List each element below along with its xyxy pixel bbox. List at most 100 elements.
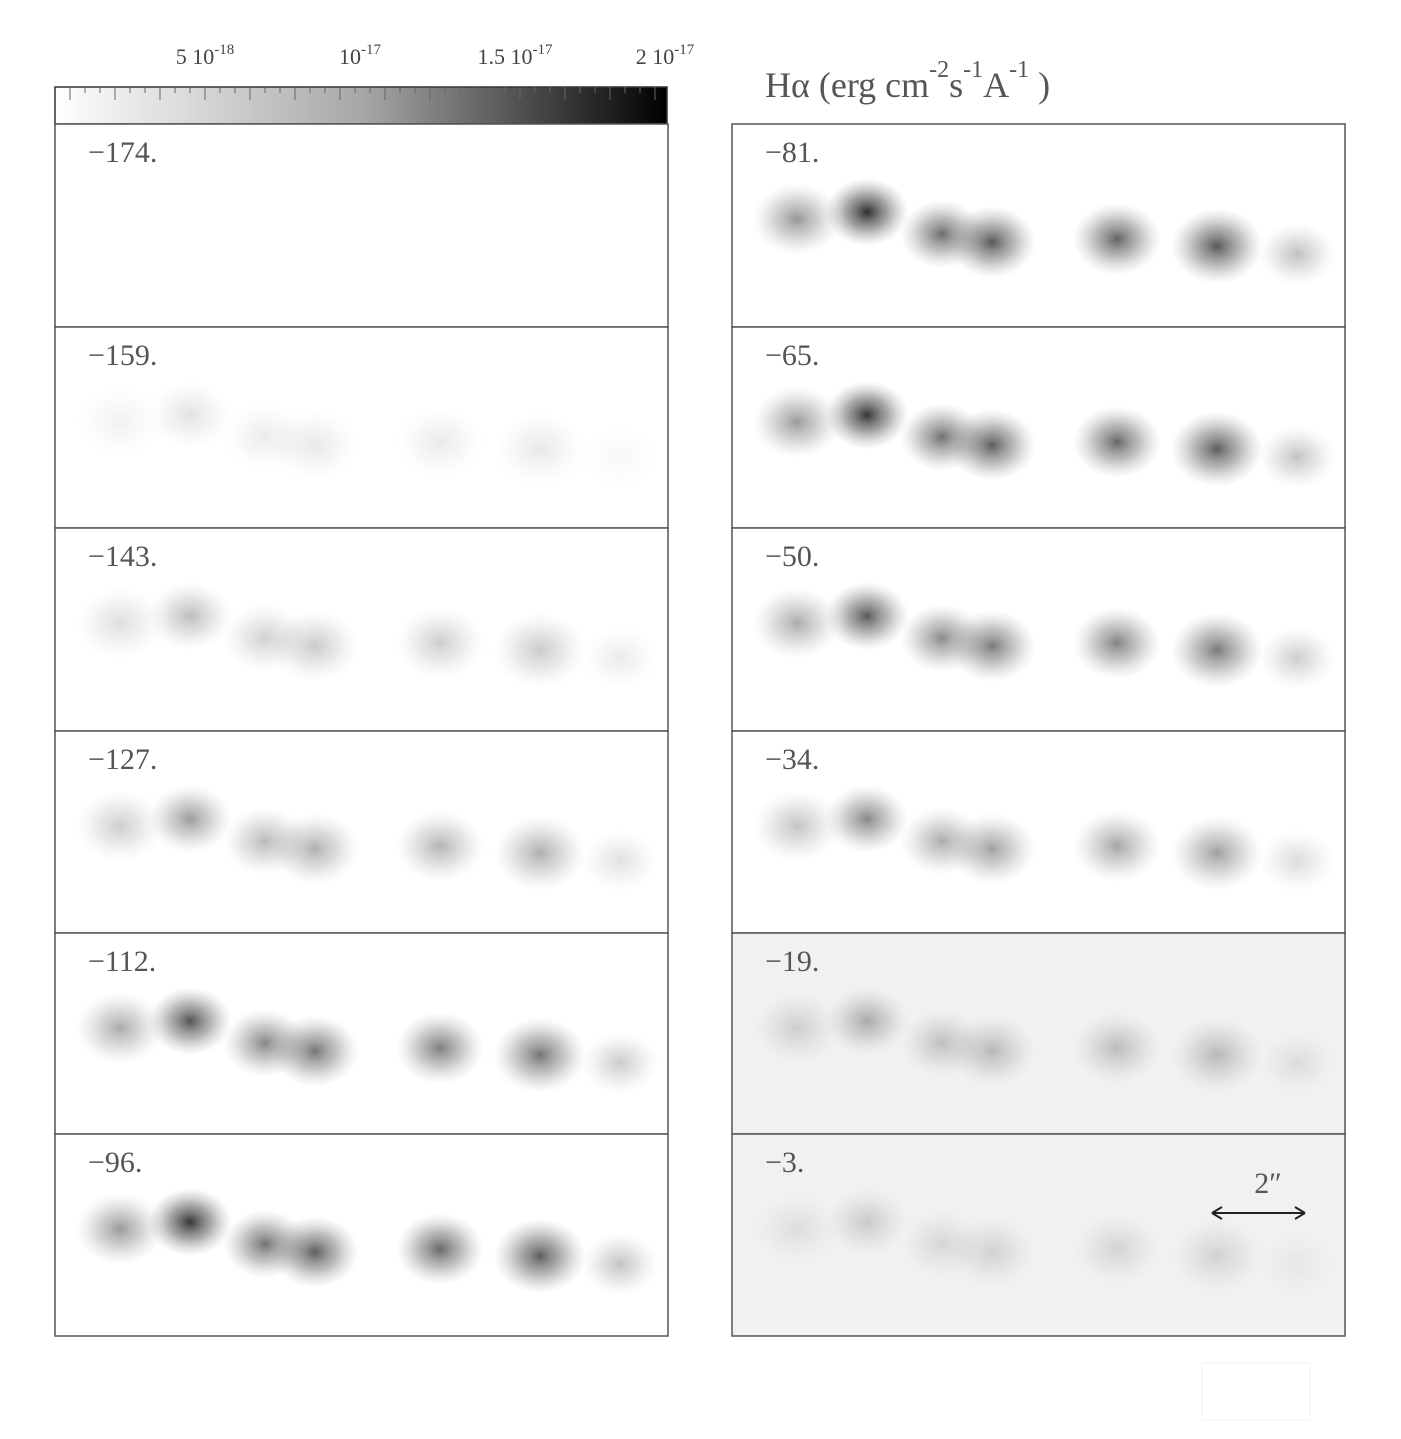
emission-knot — [948, 1015, 1036, 1087]
velocity-label: −127. — [88, 743, 157, 776]
emission-knot — [1073, 203, 1161, 275]
emission-knot — [1170, 208, 1264, 284]
title-superscript: -1 — [963, 57, 983, 83]
emission-knot — [148, 1187, 232, 1257]
emission-knot — [271, 1015, 359, 1087]
colorbar — [54, 86, 668, 125]
velocity-label: −65. — [765, 339, 819, 372]
emission-knot — [271, 1216, 359, 1288]
tick-exponent: -18 — [214, 42, 234, 58]
emission-knot — [825, 380, 909, 450]
emission-knot — [148, 581, 232, 651]
tick-mantissa: 5 10 — [176, 44, 215, 69]
emission-knot — [1073, 810, 1161, 882]
emission-knot — [76, 587, 164, 659]
colorbar-tick-label: 1.5 10-17 — [478, 42, 553, 69]
faint-box — [1201, 1362, 1311, 1421]
emission-knot — [1073, 607, 1161, 679]
title-text: ) — [1029, 65, 1050, 105]
emission-knot — [1258, 1031, 1336, 1095]
velocity-label: −174. — [88, 136, 157, 169]
emission-knot — [76, 386, 164, 458]
emission-knot — [753, 587, 841, 659]
velocity-label: −81. — [765, 136, 819, 169]
emission-knot — [948, 813, 1036, 885]
colorbar-tick-label: 5 10-18 — [176, 42, 235, 69]
tick-exponent: -17 — [361, 42, 381, 58]
tick-mantissa: 1.5 10 — [478, 44, 533, 69]
emission-knot — [1170, 411, 1264, 487]
colorbar-tick-label: 2 10-17 — [636, 42, 695, 69]
emission-knot — [396, 1213, 484, 1285]
emission-knot — [396, 1012, 484, 1084]
emission-knot — [396, 810, 484, 882]
velocity-label: −112. — [88, 945, 156, 978]
emission-knot — [1258, 425, 1336, 489]
emission-knot — [581, 626, 659, 690]
emission-knot — [148, 986, 232, 1056]
title: Hα (erg cm-2s-1A-1 ) — [765, 57, 1050, 105]
velocity-label: −19. — [765, 945, 819, 978]
emission-knot — [493, 612, 587, 688]
emission-knot — [76, 790, 164, 862]
emission-knot — [271, 610, 359, 682]
title-text: A — [983, 65, 1009, 105]
emission-knot — [948, 206, 1036, 278]
colorbar-tick-label: 10-17 — [339, 42, 381, 69]
emission-knot — [581, 1232, 659, 1296]
tick-mantissa: 2 10 — [636, 44, 675, 69]
title-superscript: -1 — [1009, 57, 1029, 83]
velocity-label: −143. — [88, 540, 157, 573]
emission-knot — [271, 813, 359, 885]
emission-knot — [493, 1017, 587, 1093]
emission-knot — [948, 1216, 1036, 1288]
emission-knot — [825, 177, 909, 247]
emission-knot — [825, 784, 909, 854]
emission-knot — [948, 610, 1036, 682]
emission-knot — [148, 380, 232, 450]
emission-knot — [493, 1218, 587, 1294]
velocity-label: −159. — [88, 339, 157, 372]
tick-exponent: -17 — [674, 42, 694, 58]
velocity-label: −96. — [88, 1146, 142, 1179]
emission-knot — [1258, 222, 1336, 286]
velocity-label: −50. — [765, 540, 819, 573]
emission-knot — [1258, 626, 1336, 690]
emission-knot — [148, 784, 232, 854]
emission-knot — [753, 183, 841, 255]
panel — [54, 123, 669, 328]
emission-knot — [271, 409, 359, 481]
emission-knot — [76, 1193, 164, 1265]
scale-bar-arrow — [1211, 1206, 1306, 1220]
tick-exponent: -17 — [533, 42, 553, 58]
emission-knot — [1170, 1017, 1264, 1093]
emission-knot — [581, 1031, 659, 1095]
emission-knot — [948, 409, 1036, 481]
emission-knot — [1170, 612, 1264, 688]
emission-knot — [396, 607, 484, 679]
emission-knot — [825, 986, 909, 1056]
emission-knot — [1170, 1218, 1264, 1294]
emission-knot — [493, 815, 587, 891]
title-superscript: -2 — [929, 57, 949, 83]
tick-mantissa: 10 — [339, 44, 361, 69]
emission-knot — [1073, 1012, 1161, 1084]
scale-bar-label: 2″ — [1254, 1167, 1282, 1200]
emission-knot — [825, 581, 909, 651]
emission-knot — [753, 386, 841, 458]
emission-knot — [76, 992, 164, 1064]
emission-knot — [1073, 406, 1161, 478]
emission-knot — [1258, 1232, 1336, 1296]
velocity-label: −34. — [765, 743, 819, 776]
emission-knot — [753, 790, 841, 862]
emission-knot — [825, 1187, 909, 1257]
emission-knot — [493, 411, 587, 487]
emission-knot — [581, 829, 659, 893]
velocity-label: −3. — [765, 1146, 804, 1179]
emission-knot — [1258, 829, 1336, 893]
emission-knot — [753, 1193, 841, 1265]
title-text: Hα (erg cm — [765, 65, 929, 105]
title-text: s — [949, 65, 963, 105]
emission-knot — [582, 426, 659, 489]
